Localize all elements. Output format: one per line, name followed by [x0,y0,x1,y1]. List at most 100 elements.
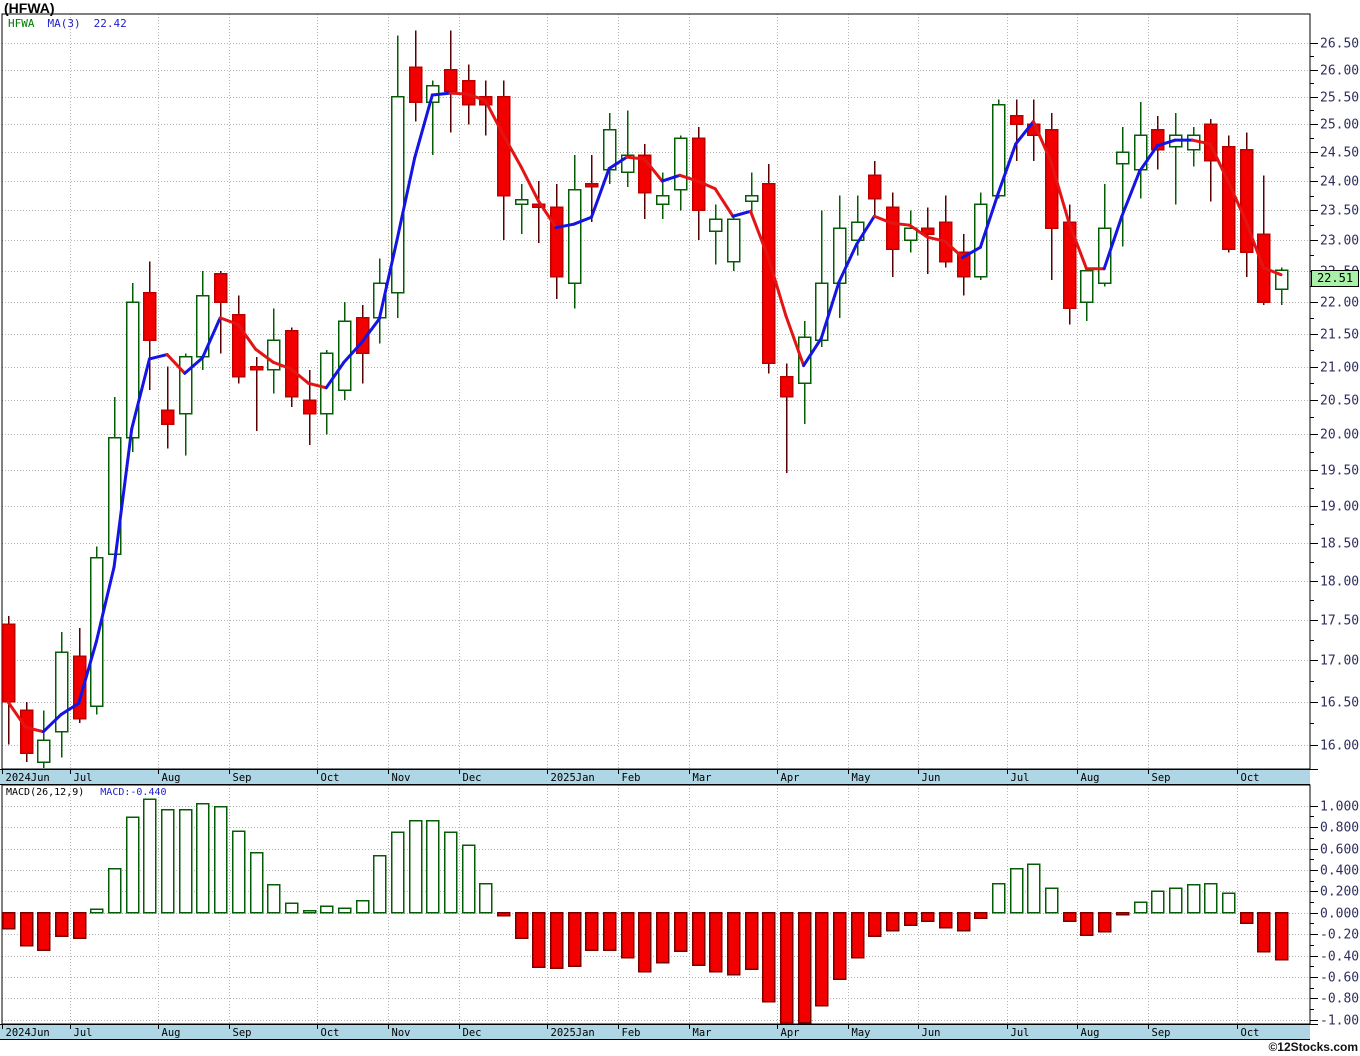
month-label: Jun [922,1027,941,1039]
macd-bar [991,883,1006,914]
copyright-watermark: ©12Stocks.com [1268,1040,1358,1054]
macd-bar [655,911,670,964]
candle-down [72,628,87,724]
candle-up [973,192,988,281]
month-label: May [852,1027,871,1039]
candle-up [903,210,918,253]
month-label: 2024Jun [6,772,50,784]
candle-up [89,546,104,715]
axis-label: -0.200 [1320,928,1360,943]
macd-bar [726,911,741,976]
candle-up [337,302,352,401]
candle-down [584,155,599,223]
macd-bar [549,911,564,970]
axis-label: 0.000 [1320,907,1359,922]
ma3-line [6,91,1283,734]
macd-bar [1009,868,1024,914]
candle-up [514,183,529,235]
axis-label: -1.000 [1320,1014,1360,1029]
month-label: Feb [622,772,641,784]
macd-bar [19,911,34,947]
macd-bar [284,902,299,914]
legend-symbol: HFWA [8,17,35,30]
month-label: Jul [74,1027,93,1039]
macd-bar [390,831,405,914]
macd-bar [107,868,122,914]
axis-label: 20.50 [1320,394,1359,409]
candle-down [19,701,34,763]
macd-bar [708,911,723,973]
month-label: Oct [1241,1027,1260,1039]
macd-bar [372,855,387,914]
candle-down [691,127,706,241]
macd-bar [903,911,918,926]
macd-value-label: MACD:-0.440 [100,787,167,798]
candle-down [408,30,423,122]
month-label: Oct [1241,772,1260,784]
candle-up [832,195,847,318]
axis-label: -0.400 [1320,950,1360,965]
candle-up [425,80,440,156]
candle-up [744,172,759,217]
axis-label: 26.00 [1320,64,1359,79]
month-label: Sep [1152,772,1171,784]
candle-up [1097,183,1112,287]
axis-label: 1.000 [1320,800,1359,815]
candle-down [1256,175,1271,306]
candle-up [991,99,1006,199]
axis-label: 25.50 [1320,91,1359,106]
month-label: Oct [321,772,340,784]
candle-down [1009,99,1024,161]
macd-bar [319,905,334,914]
month-label: Feb [622,1027,641,1039]
month-label: Jul [74,772,93,784]
candle-down [1239,132,1254,277]
macd-bar [1,911,16,930]
macd-bar [973,911,988,919]
axis-label: 26.50 [1320,37,1359,52]
macd-bar [761,911,776,1003]
macd-bar [514,911,529,940]
month-label: Nov [392,1027,411,1039]
page-title: (HFWA) [4,0,55,16]
candle-down [496,80,511,241]
candle-down [867,160,882,217]
axis-label: 0.800 [1320,821,1359,836]
macd-bar [567,911,582,967]
macd-bar [178,809,193,914]
month-label: Nov [392,772,411,784]
candle-down [249,356,264,432]
axis-label: 0.400 [1320,864,1359,879]
axis-label: 21.00 [1320,361,1359,376]
macd-bar [814,911,829,1007]
axis-label: 17.50 [1320,614,1359,629]
candle-down [549,183,564,299]
axis-label: -0.800 [1320,992,1360,1007]
axis-label: 19.00 [1320,500,1359,515]
legend-ma-value: 22.42 [93,17,127,30]
axis-label: 16.50 [1320,696,1359,711]
candle-up [1133,102,1148,199]
macd-bar [1239,911,1254,925]
axis-label: 16.00 [1320,739,1359,754]
candle-up [54,632,69,758]
axis-label: 17.00 [1320,654,1359,669]
macd-bar [1150,890,1165,914]
month-label: Aug [162,772,181,784]
candle-down [531,181,546,244]
macd-bar [832,911,847,980]
macd-bar [1062,911,1077,923]
candle-up [850,195,865,256]
macd-bar [266,884,281,914]
macd-bar [337,907,352,914]
macd-bar [425,819,440,914]
macd-bar [408,819,423,914]
month-label: Aug [1081,772,1100,784]
macd-bar [920,911,935,923]
macd-bar [54,911,69,937]
candle-up [1079,267,1094,322]
candle-down [443,30,458,133]
candle-down [1044,113,1059,281]
macd-bar [1044,887,1059,914]
candle-down [284,327,299,407]
